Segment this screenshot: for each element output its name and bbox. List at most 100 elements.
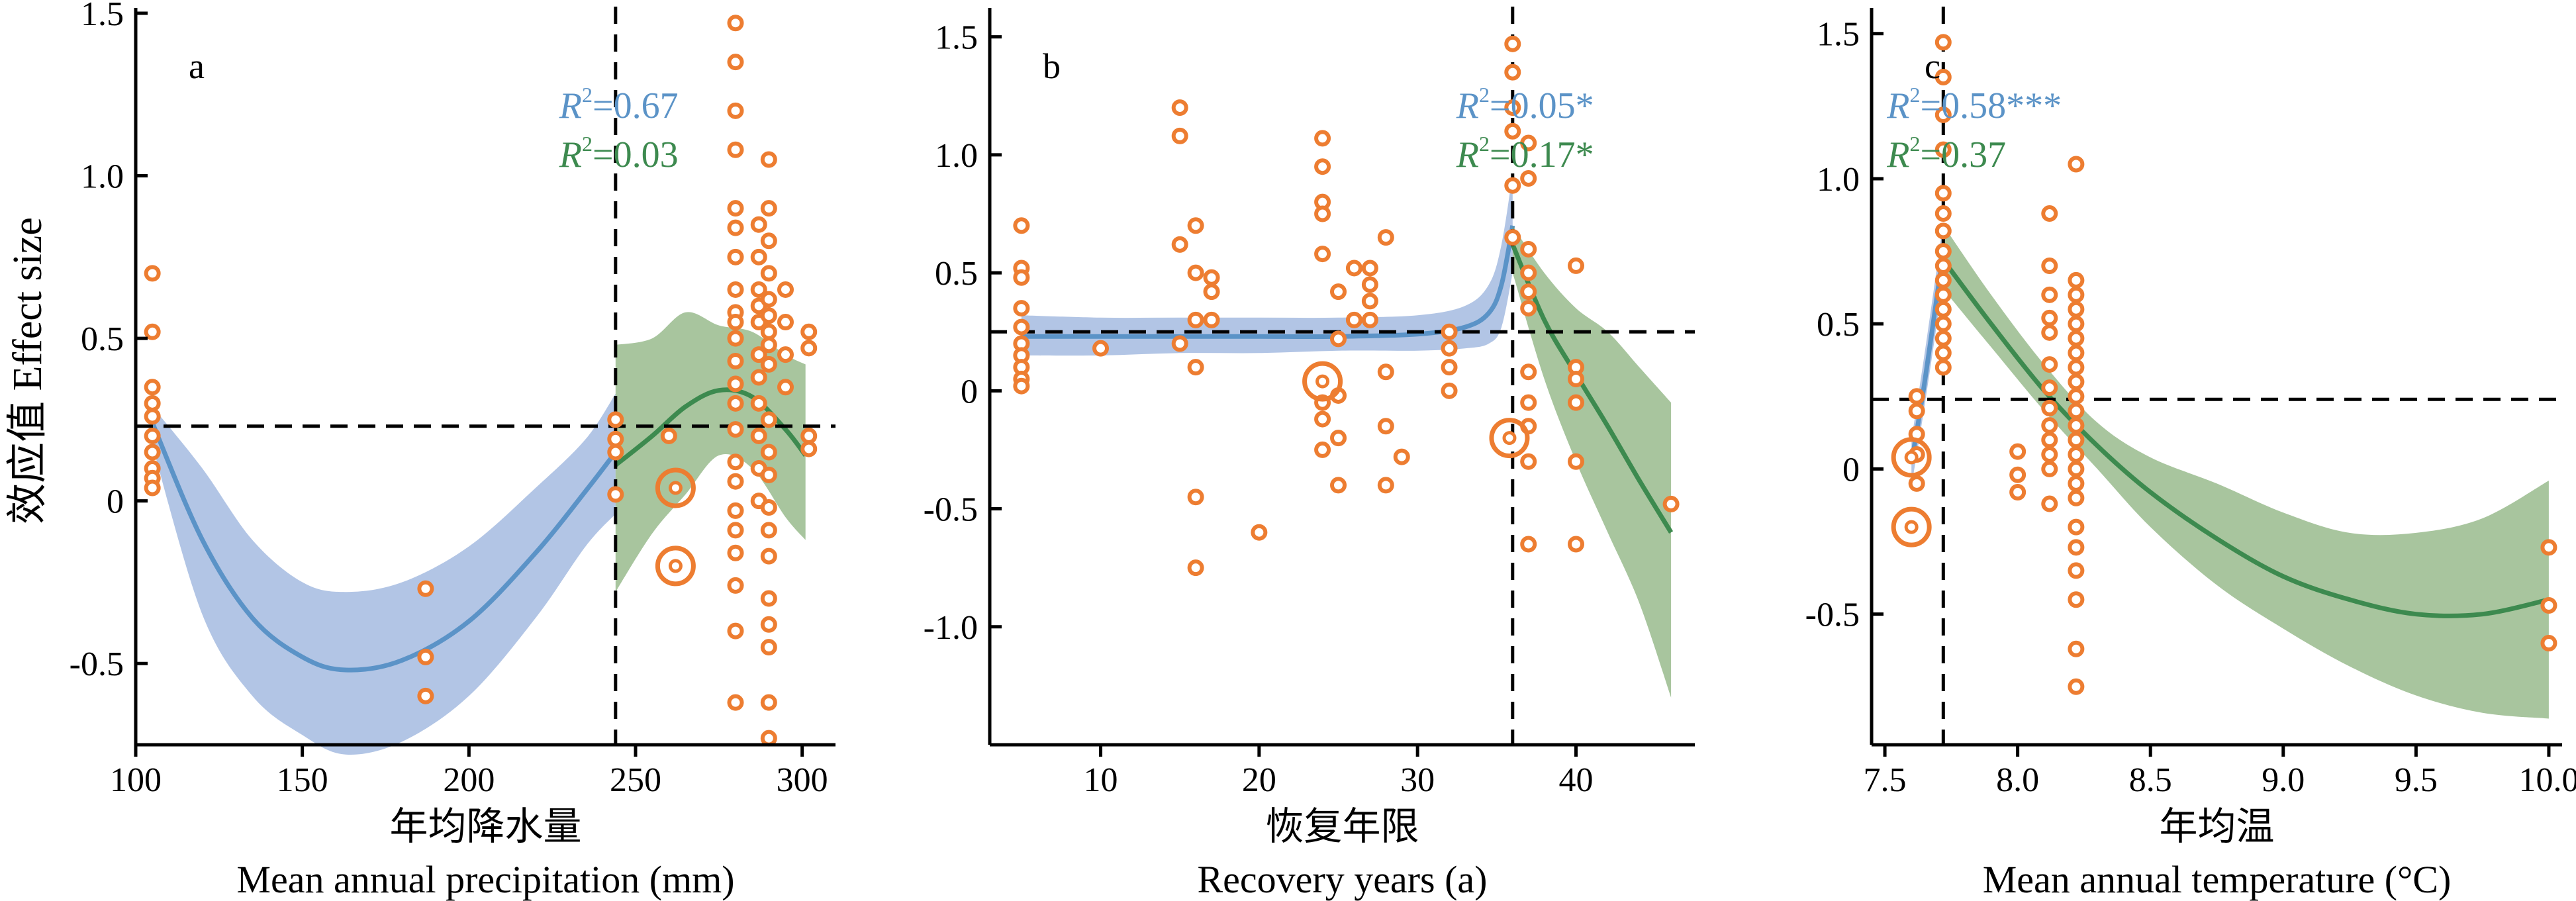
data-point (1520, 394, 1537, 411)
data-point (1568, 453, 1585, 470)
data-point (607, 486, 624, 503)
data-point (727, 395, 744, 412)
data-point (727, 200, 744, 217)
data-point (2041, 446, 2058, 463)
r-squared-annotation: R2=0.17* (1456, 132, 1594, 175)
data-point (607, 411, 624, 428)
green-confidence-band (1512, 225, 1672, 698)
data-point (1934, 185, 1952, 202)
data-point (2068, 156, 2085, 173)
data-point (727, 502, 744, 519)
data-point (2068, 539, 2085, 556)
data-point (1187, 489, 1204, 506)
summary-point-center (1502, 431, 1517, 446)
data-point (760, 590, 777, 607)
data-point (1934, 330, 1952, 347)
panel-c: -0.5 0 0.5 1.0 1.5 7.5 8.0 8.5 9.0 9.5 10.0 年均温 Mean… (1805, 7, 2576, 901)
data-point (727, 15, 744, 32)
data-point (2041, 460, 2058, 477)
data-point (750, 395, 767, 412)
summary-point-center (1315, 374, 1330, 389)
data-point (1377, 477, 1394, 494)
green-fit-line (614, 387, 808, 467)
data-point (2041, 495, 2058, 512)
data-point (1345, 311, 1362, 328)
data-point (727, 330, 744, 347)
r-squared-annotation: R2=0.58*** (1886, 83, 2062, 126)
x-axis-title-en: Mean annual precipitation (mm) (236, 858, 734, 901)
x-tick-label: 150 (277, 761, 328, 799)
panel-label: c (1925, 46, 1940, 86)
x-tick-label: 9.0 (2262, 761, 2305, 799)
data-point (1934, 315, 1952, 332)
r-squared-annotation: R2=0.37 (1886, 132, 2006, 175)
data-point (760, 444, 777, 461)
data-point (1013, 377, 1030, 395)
data-point (1504, 229, 1521, 246)
data-point (144, 265, 161, 282)
data-point (727, 622, 744, 640)
data-point (727, 577, 744, 594)
data-point (1908, 475, 1925, 492)
x-tick-label: 10 (1084, 761, 1118, 799)
data-point (1520, 240, 1537, 258)
panel-label: b (1043, 46, 1061, 86)
data-point (144, 479, 161, 497)
data-point (760, 694, 777, 711)
y-tick-label: 1.5 (81, 0, 124, 33)
data-point (1908, 403, 1925, 420)
data-point (1934, 68, 1952, 85)
x-tick-label: 250 (610, 761, 661, 799)
data-point (1441, 359, 1458, 376)
panel-label: a (189, 46, 205, 86)
data-point (1520, 363, 1537, 381)
data-point (2068, 315, 2085, 332)
data-point (2540, 597, 2557, 614)
data-point (1330, 430, 1347, 447)
x-tick-label: 300 (777, 761, 828, 799)
data-point (1314, 410, 1331, 428)
data-point (2068, 446, 2085, 463)
data-point (750, 216, 767, 233)
data-point (1504, 99, 1521, 117)
data-point (2068, 432, 2085, 449)
data-point (1013, 300, 1030, 317)
y-tick-label: -0.5 (1805, 596, 1860, 634)
y-tick-label: 0 (961, 373, 978, 410)
data-point (2068, 591, 2085, 608)
x-tick-label: 9.5 (2395, 761, 2438, 799)
summary-point (1302, 361, 1343, 402)
data-point (1504, 177, 1521, 194)
data-point (144, 408, 161, 425)
data-point (144, 444, 161, 461)
data-point (1251, 524, 1268, 541)
data-point (2540, 539, 2557, 556)
data-point (2041, 324, 2058, 341)
data-point (1504, 35, 1521, 52)
data-point (760, 498, 777, 516)
data-point (417, 580, 434, 597)
data-point (1361, 293, 1378, 310)
data-point (777, 281, 794, 298)
data-point (1314, 246, 1331, 263)
green-confidence-band (1943, 225, 2549, 719)
data-point (2068, 518, 2085, 536)
x-axis-title-en: Mean annual temperature (°C) (1983, 858, 2452, 901)
data-point (2041, 356, 2058, 373)
data-point (1187, 217, 1204, 234)
data-point (607, 444, 624, 461)
data-point (1934, 243, 1952, 260)
summary-point (1891, 437, 1932, 478)
y-tick-label: 0.5 (935, 255, 978, 293)
data-point (750, 281, 767, 298)
x-axis-title-en: Recovery years (a) (1198, 858, 1488, 901)
data-point (1934, 222, 1952, 240)
y-tick-label: -0.5 (70, 645, 124, 683)
data-point (2041, 432, 2058, 449)
data-point (2041, 379, 2058, 397)
data-point (760, 232, 777, 250)
summary-point (1489, 418, 1530, 459)
data-point (1441, 323, 1458, 340)
data-point (1934, 205, 1952, 222)
data-point (1934, 106, 1952, 123)
